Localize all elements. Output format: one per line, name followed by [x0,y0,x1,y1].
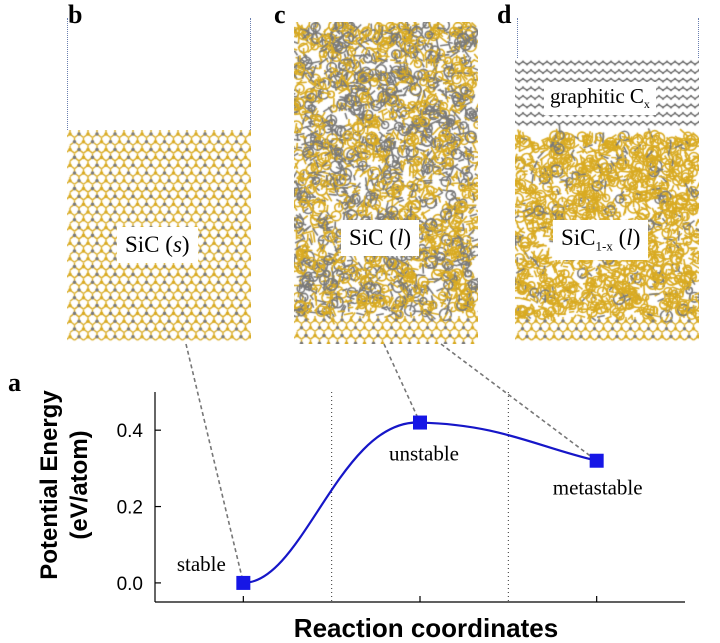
label-sic-1-x-liquid: SiC1-x (l) [553,220,649,260]
connector-line [440,343,598,462]
label-sic-liquid: SiC (l) [341,220,419,256]
x-axis-label: Reaction coordinates [294,613,558,643]
energy-point [236,575,251,590]
energy-markers [236,415,604,590]
panel-letter-d: d [497,0,512,29]
point-label-unstable: unstable [389,442,459,466]
label-sic-solid: SiC (s) [117,227,198,263]
point-label-stable: stable [177,552,226,576]
cell-boundary-d-right [698,18,699,58]
cell-boundary-d-left [517,18,518,58]
y-axis-label-line2: (eV/atom) [66,430,93,539]
energy-point [413,415,427,430]
y-tick-label: 0.4 [117,421,144,442]
connector-line [383,343,421,423]
connector-lines [185,343,598,584]
point-labels: stable unstable metastable [177,442,643,576]
cell-boundary-b-right [250,18,251,130]
chart-axes [154,392,685,603]
label-graphitic-carbon: graphitic Cx [544,82,656,116]
panel-letter-a: a [8,368,21,397]
y-tick-labels: 0.0 0.2 0.4 [117,421,144,595]
energy-curve [243,421,597,585]
sic-liquid-structure [294,22,478,344]
y-axis-label-line1: Potential Energy [36,390,63,580]
panel-letter-b: b [68,0,83,29]
point-label-metastable: metastable [553,476,643,500]
vertical-dotted-lines [331,392,509,602]
panel-letter-c: c [274,0,286,29]
connector-line [185,343,245,584]
energy-point [589,453,604,468]
y-tick-label: 0.0 [117,574,143,595]
y-tick-label: 0.2 [117,498,143,519]
cell-boundary-b-left [67,18,68,130]
